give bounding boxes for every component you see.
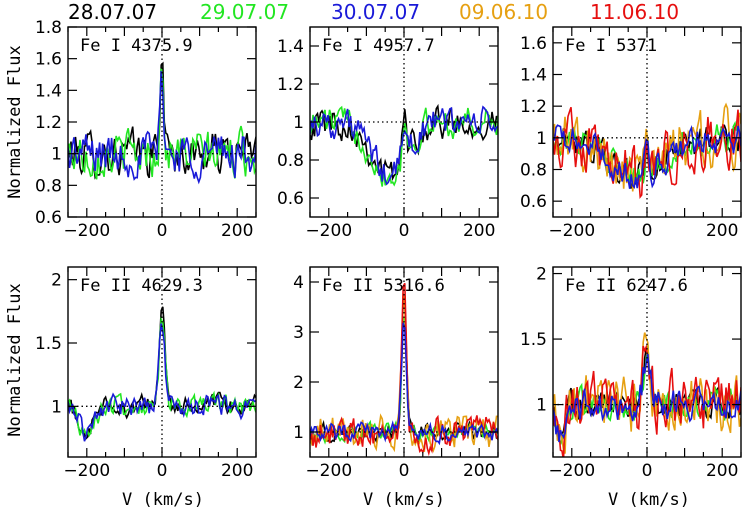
panel-2: −200 0 200 0.6 0.8 1 1.2 1.4 Fe I 4957.7 <box>277 26 499 241</box>
y-tick-label: 1.2 <box>35 113 62 133</box>
y-tick-label: 2 <box>293 373 304 393</box>
y-tick-label: 1 <box>293 113 304 133</box>
y-tick-label: 1.5 <box>520 330 547 350</box>
panel-title: Fe I 5371 <box>565 36 657 56</box>
series-line-11-06-10 <box>553 106 741 200</box>
y-tick-label: 1 <box>293 423 304 443</box>
x-tick-label: −200 <box>63 221 110 241</box>
series-group <box>310 282 498 457</box>
series-line-09-06-10 <box>553 102 741 192</box>
legend-label-5: 11.06.10 <box>590 0 679 24</box>
series-line-30-07-07 <box>310 105 498 186</box>
x-tick-label: 0 <box>399 221 410 241</box>
y-tick-label: 1 <box>536 396 547 416</box>
panel-title: Fe II 6247.6 <box>565 276 688 296</box>
series-group <box>310 103 498 187</box>
y-tick-label: 1.4 <box>520 66 547 86</box>
y-tick-label: 1.4 <box>277 37 304 57</box>
y-tick-label: 1 <box>51 397 62 417</box>
x-tick-label: 200 <box>463 461 495 481</box>
y-axis-title-bottom: Normalized Flux <box>5 283 25 437</box>
y-tick-label: 1.2 <box>277 75 304 95</box>
panel-3: −200 0 200 0.6 0.8 1 1.2 1.4 1.6 Fe I 5371 <box>520 26 742 241</box>
y-tick-label: 0.6 <box>277 189 304 209</box>
panel-5: −200 0 200 1 2 3 4 Fe II 5316.6 <box>293 266 499 481</box>
series-line-30-07-07 <box>68 323 256 442</box>
x-axis-title-3: V (km/s) <box>608 490 690 510</box>
legend-label-3: 30.07.07 <box>331 0 420 24</box>
panel-title: Fe I 4957.7 <box>322 36 435 56</box>
series-line-30-07-07 <box>310 322 498 446</box>
y-tick-label: 3 <box>293 323 304 343</box>
panel-title: Fe I 4375.9 <box>80 36 193 56</box>
y-tick-label: 4 <box>293 273 304 293</box>
y-tick-label: 2 <box>536 265 547 285</box>
panel-title: Fe II 4629.3 <box>80 276 203 296</box>
x-axis-title-2: V (km/s) <box>363 490 445 510</box>
x-axis-title-1: V (km/s) <box>122 490 204 510</box>
y-tick-label: 1.4 <box>35 81 62 101</box>
panel-title: Fe II 5316.6 <box>322 276 445 296</box>
legend-label-4: 09.06.10 <box>459 0 548 24</box>
y-tick-label: 1.8 <box>35 18 62 38</box>
x-tick-label: 0 <box>399 461 410 481</box>
y-axis-title-top: Normalized Flux <box>5 45 25 199</box>
legend: 28.07.07 29.07.07 30.07.07 09.06.10 11.0… <box>68 0 679 24</box>
y-tick-label: 1 <box>51 145 62 165</box>
y-tick-label: 0.8 <box>520 161 547 181</box>
y-tick-label: 1.5 <box>35 334 62 354</box>
legend-label-2: 29.07.07 <box>200 0 289 24</box>
series-line-09-06-10 <box>310 293 498 453</box>
y-tick-label: 0.6 <box>35 208 62 228</box>
series-line-11-06-10 <box>310 282 498 457</box>
x-tick-label: −200 <box>305 461 352 481</box>
x-tick-label: 0 <box>157 221 168 241</box>
x-tick-label: 0 <box>642 221 653 241</box>
y-tick-label: 0.8 <box>35 176 62 196</box>
x-tick-label: 0 <box>642 461 653 481</box>
y-tick-label: 1.2 <box>520 97 547 117</box>
x-tick-label: 0 <box>157 461 168 481</box>
x-tick-label: −200 <box>305 221 352 241</box>
panel-6: −200 0 200 1 1.5 2 Fe II 6247.6 <box>520 265 742 481</box>
x-tick-label: 200 <box>221 461 253 481</box>
x-tick-label: 200 <box>706 221 738 241</box>
x-tick-label: 200 <box>706 461 738 481</box>
y-tick-label: 1.6 <box>520 34 547 54</box>
x-tick-label: 200 <box>221 221 253 241</box>
x-tick-label: −200 <box>548 221 595 241</box>
series-group <box>553 332 741 457</box>
x-tick-label: −200 <box>63 461 110 481</box>
x-tick-label: −200 <box>548 461 595 481</box>
y-tick-label: 0.6 <box>520 192 547 212</box>
panel-4: −200 0 200 1 1.5 2 Fe II 4629.3 <box>35 266 257 481</box>
y-tick-label: 0.8 <box>277 151 304 171</box>
panel-1: −200 0 200 0.6 0.8 1 1.2 1.4 1.6 1.8 Fe I 4375.9 <box>35 18 257 241</box>
y-tick-label: 2 <box>51 271 62 291</box>
y-tick-label: 1.6 <box>35 50 62 70</box>
series-line-30-07-07 <box>68 71 256 185</box>
x-tick-label: 200 <box>463 221 495 241</box>
legend-label-1: 28.07.07 <box>68 0 157 24</box>
series-line-28-07-07 <box>310 103 498 182</box>
y-tick-label: 1 <box>536 129 547 149</box>
